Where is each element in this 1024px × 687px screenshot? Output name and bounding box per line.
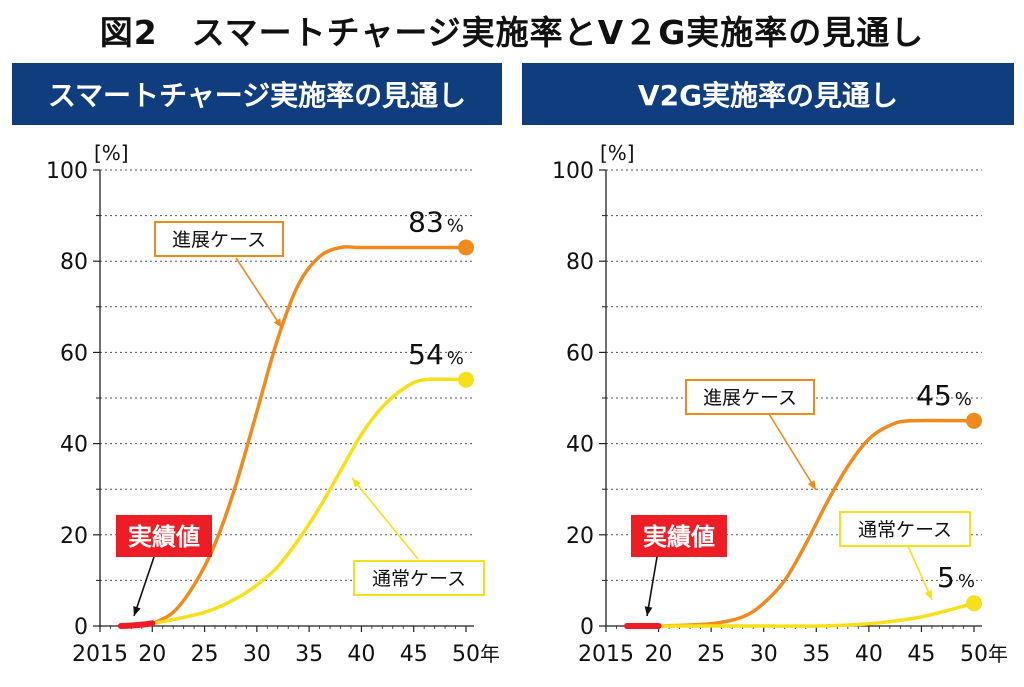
right-x-tick-label: 30 (750, 642, 778, 667)
right-label-box-normal (839, 511, 971, 547)
right-label-actual: 実績値 (643, 523, 715, 551)
left-x-tick-label: 30 (243, 642, 271, 667)
right-x-tick-label: 40 (855, 642, 883, 667)
right-label-box-advanced (685, 379, 815, 415)
left-label-normal: 通常ケース (372, 568, 466, 590)
left-x-tick-label: 20 (138, 642, 166, 667)
left-x-tick-label: 50 (452, 642, 480, 667)
right-endpoint-normal (966, 595, 982, 612)
left-end-label-advanced: 83% (408, 206, 464, 239)
left-label-arrowhead-normal (352, 478, 361, 488)
right-chart: 0 20 40 60 80 100 2015 20 25 30 35 40 45 50 年 [%] 45 % 5 % 進… (552, 141, 1008, 667)
right-label-normal: 通常ケース (858, 519, 952, 541)
right-x-unit: 年 (988, 642, 1008, 666)
left-series-normal (150, 377, 468, 626)
right-chart-title: V2G実施率の見通し (522, 63, 1014, 125)
right-label-arrow-advanced (768, 413, 817, 491)
right-y-tick-label: 20 (566, 524, 594, 549)
left-series-advanced (150, 245, 468, 626)
left-y-tick-label: 40 (60, 433, 88, 458)
right-y-tick-label: 60 (566, 341, 594, 366)
right-label-arrow-normal (907, 545, 933, 601)
left-chart-title: スマートチャージ実施率の見通し (12, 63, 502, 125)
left-endpoint-normal (458, 371, 474, 388)
right-label-advanced: 進展ケース (703, 387, 797, 409)
right-series-normal (656, 601, 976, 628)
left-y-tick-label: 80 (60, 250, 88, 275)
left-label-arrow-advanced (235, 257, 283, 329)
left-x-unit: 年 (480, 642, 500, 666)
right-label-arrow-actual (646, 556, 658, 617)
left-x-tick-label: 25 (191, 642, 219, 667)
left-endpoint-advanced (458, 239, 474, 256)
right-label-arrowhead-advanced (807, 480, 816, 490)
right-label-arrowhead-normal (924, 590, 932, 600)
left-label-actual: 実績値 (128, 523, 200, 551)
left-label-arrowhead-actual (133, 606, 141, 616)
right-x-tick-label: 20 (645, 642, 673, 667)
left-end-label-normal: 54% (408, 338, 464, 371)
left-y-tick-label: 20 (60, 524, 88, 549)
left-y-tick-label: 0 (74, 615, 88, 640)
left-label-arrow-normal (351, 477, 419, 560)
left-label-box-advanced (154, 221, 284, 257)
right-end-label-normal: 5% (937, 561, 975, 594)
left-chart: 0 20 40 60 80 100 2015 20 25 30 35 40 45 50 年 [%] 83 % 54%… (46, 141, 500, 667)
right-y-tick-label: 40 (566, 433, 594, 458)
left-y-tick-label: 60 (60, 341, 88, 366)
left-x-tick-label: 45 (400, 642, 428, 667)
left-y-unit: [%] (94, 141, 129, 165)
right-y-unit: [%] (600, 141, 635, 165)
left-label-advanced: 進展ケース (172, 229, 266, 251)
right-y-tick-label: 0 (580, 615, 594, 640)
right-x-tick-label: 50 (960, 642, 988, 667)
right-x-tick-label: 45 (907, 642, 935, 667)
right-series-advanced (656, 418, 976, 628)
right-end-label-advanced: 45% (916, 379, 972, 412)
left-x-tick-label: 2015 (72, 642, 128, 667)
left-y-tick-label: 100 (46, 159, 88, 184)
right-endpoint-advanced (966, 412, 982, 429)
right-label-box-actual (631, 515, 727, 557)
left-series-actual (117, 620, 156, 629)
right-x-tick-label: 2015 (578, 642, 634, 667)
left-x-tick-label: 40 (347, 642, 375, 667)
main-title: 図2 スマートチャージ実施率とV２G実施率の見通し (99, 13, 925, 52)
left-label-box-normal (353, 560, 485, 596)
right-x-tick-label: 25 (697, 642, 725, 667)
right-x-tick-label: 35 (802, 642, 830, 667)
right-y-tick-label: 80 (566, 250, 594, 275)
right-label-arrowhead-actual (644, 606, 653, 616)
left-x-tick-label: 35 (295, 642, 323, 667)
left-label-box-actual (116, 515, 212, 557)
left-label-arrowhead-advanced (273, 318, 282, 328)
right-y-tick-label: 100 (552, 159, 594, 184)
left-label-arrow-actual (133, 556, 155, 617)
